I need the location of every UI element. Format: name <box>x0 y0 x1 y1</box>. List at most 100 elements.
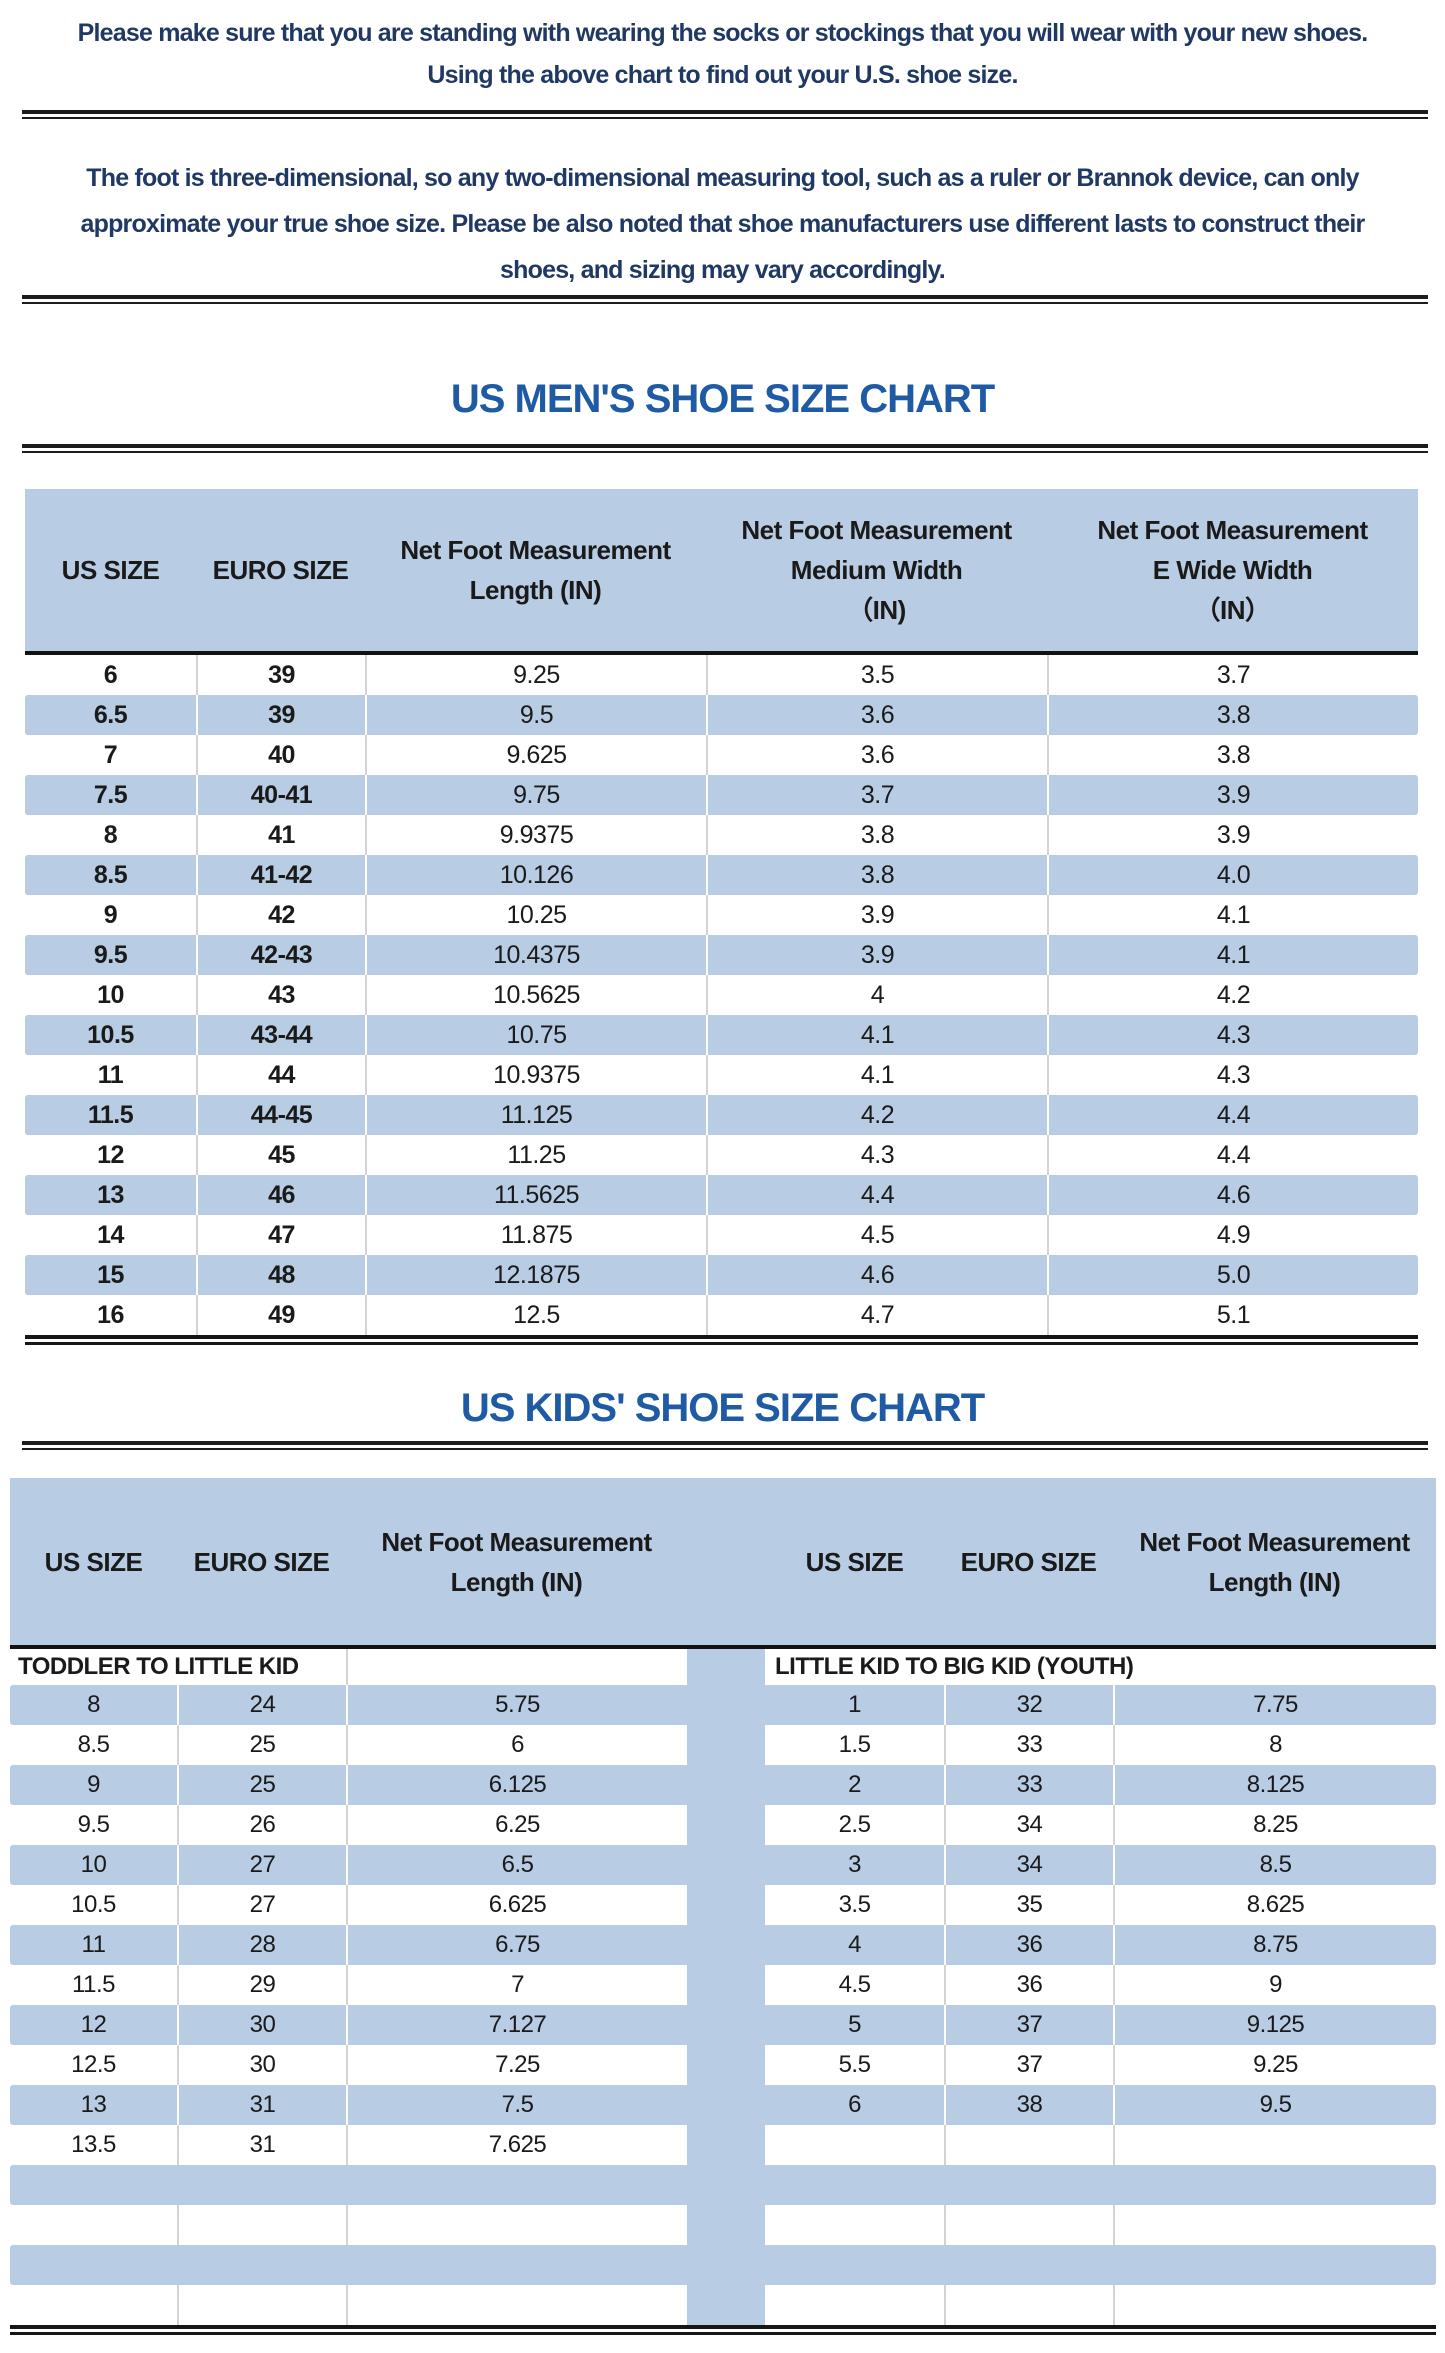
table-row: 7.5 40-41 9.75 3.7 3.9 <box>25 775 1418 815</box>
table-cell: 4.1 <box>1047 935 1418 975</box>
table-gap-cell <box>687 1685 765 1725</box>
table-cell: 8 <box>87 1691 100 1718</box>
table-cell: 12.1875 <box>365 1255 706 1295</box>
table-cell: 4.7 <box>706 1295 1047 1335</box>
table-cell: 4.6 <box>1047 1175 1418 1215</box>
table-cell: 15 <box>97 1261 124 1289</box>
table-cell: 41-42 <box>196 855 365 895</box>
column-header: EURO SIZE <box>944 1478 1113 1645</box>
table-gap-cell <box>687 2085 765 2125</box>
table-cell: 30 <box>177 2045 346 2085</box>
table-cell: 6 <box>346 1725 687 1765</box>
divider-line <box>22 444 1428 453</box>
table-cell: 6 <box>848 2091 861 2118</box>
table-gap-cell <box>687 1478 765 1645</box>
header-line: E Wide Width <box>1152 555 1313 585</box>
note-line: shoes, and sizing may vary accordingly. <box>500 256 946 284</box>
table-cell <box>177 2285 346 2325</box>
header-line: EURO SIZE <box>960 1546 1097 1577</box>
table-cell: 37 <box>944 2045 1113 2085</box>
table-cell: 4.1 <box>706 1055 1047 1095</box>
header-line: Length (IN) <box>450 1566 583 1597</box>
column-header: US SIZE <box>25 489 196 651</box>
table-cell: 9.5 <box>365 695 706 735</box>
table-cell: 5.5 <box>838 2051 871 2078</box>
table-cell: 3.7 <box>1047 655 1418 695</box>
table-row: 10 43 10.5625 4 4.2 <box>25 975 1418 1015</box>
table-cell: 29 <box>177 1965 346 2005</box>
table-cell: 3.9 <box>1047 775 1418 815</box>
table-cell: 4 <box>848 1931 861 1958</box>
table-cell: 12 <box>80 2011 107 2038</box>
table-cell <box>765 2125 944 2165</box>
header-line: Length (IN) <box>469 575 602 605</box>
table-cell: 10.25 <box>365 895 706 935</box>
table-row: 11 44 10.9375 4.1 4.3 <box>25 1055 1418 1095</box>
table-cell: 4.3 <box>706 1135 1047 1175</box>
youth-section-label: LITTLE KID TO BIG KID (YOUTH) <box>775 1653 1134 1680</box>
table-row: 9.5 42-43 10.4375 3.9 4.1 <box>25 935 1418 975</box>
header-line: Net Foot Measurement <box>400 535 671 565</box>
table-row: 11 28 6.75 4 36 8.75 <box>10 1925 1436 1965</box>
table-cell: 43 <box>196 975 365 1015</box>
table-cell: 10.9375 <box>365 1055 706 1095</box>
table-cell: 6 <box>103 661 118 689</box>
table-cell: 10.5625 <box>365 975 706 1015</box>
table-cell: 4.3 <box>1047 1055 1418 1095</box>
table-row: 11.5 44-45 11.125 4.2 4.4 <box>25 1095 1418 1135</box>
table-row: 7 40 9.625 3.6 3.8 <box>25 735 1418 775</box>
table-cell: 49 <box>196 1295 365 1335</box>
table-row: 8 24 5.75 1 32 7.75 <box>10 1685 1436 1725</box>
table-gap-cell <box>687 1725 765 1765</box>
table-cell: 26 <box>177 1805 346 1845</box>
column-header: US SIZE <box>765 1478 944 1645</box>
table-cell: 7.625 <box>346 2125 687 2165</box>
table-cell: 9.625 <box>365 735 706 775</box>
toddler-section-label: TODDLER TO LITTLE KID <box>18 1653 299 1680</box>
note-line: Using the above chart to find out your U… <box>427 61 1018 89</box>
table-gap-cell <box>687 1649 765 1685</box>
column-header: EURO SIZE <box>196 489 365 651</box>
column-header: EURO SIZE <box>177 1478 346 1645</box>
table-cell: 12.5 <box>365 1295 706 1335</box>
table-cell: 4.5 <box>706 1215 1047 1255</box>
table-row: 11.5 29 7 4.5 36 9 <box>10 1965 1436 2005</box>
header-line: （IN) <box>847 595 906 625</box>
header-line: Net Foot Measurement <box>1139 1526 1410 1557</box>
table-cell: 38 <box>944 2085 1113 2125</box>
table-cell: 7 <box>346 1965 687 2005</box>
table-cell: 6.5 <box>346 1845 687 1885</box>
table-cell: 8.25 <box>1113 1805 1436 1845</box>
mens-size-table: US SIZE EURO SIZE Net Foot Measurement Leng… <box>25 489 1418 1345</box>
kids-chart-title: US KIDS' SHOE SIZE CHART <box>460 1386 985 1430</box>
table-gap-cell <box>687 1925 765 1965</box>
table-row: 14 47 11.875 4.5 4.9 <box>25 1215 1418 1255</box>
table-row: 13 46 11.5625 4.4 4.6 <box>25 1175 1418 1215</box>
table-row: 15 48 12.1875 4.6 5.0 <box>25 1255 1418 1295</box>
table-cell: 4.2 <box>1047 975 1418 1015</box>
kids-table-body: 8 24 5.75 1 32 7.75 8.5 25 6 1.5 33 8 9 25 6.125 2 33 8.1… <box>10 1685 1436 2325</box>
table-cell: 8.125 <box>1113 1765 1436 1805</box>
header-line: （IN） <box>1194 595 1271 625</box>
header-line: EURO SIZE <box>193 1546 330 1577</box>
table-row: 9 25 6.125 2 33 8.125 <box>10 1765 1436 1805</box>
table-gap-cell <box>687 2205 765 2245</box>
empty-table-row <box>10 2205 1436 2245</box>
table-cell: 6.75 <box>346 1925 687 1965</box>
note-line: approximate your true shoe size. Please … <box>80 210 1366 238</box>
table-cell: 3.6 <box>706 735 1047 775</box>
table-cell: 9.75 <box>365 775 706 815</box>
table-cell: 4.2 <box>706 1095 1047 1135</box>
table-row: 8 41 9.9375 3.8 3.9 <box>25 815 1418 855</box>
table-cell: 30 <box>177 2005 346 2045</box>
table-cell: 3.8 <box>706 855 1047 895</box>
divider-line <box>22 1441 1428 1450</box>
header-line: Net Foot Measurement <box>381 1526 652 1557</box>
table-cell: 48 <box>196 1255 365 1295</box>
table-cell: 8 <box>1113 1725 1436 1765</box>
table-gap-cell <box>687 1885 765 1925</box>
table-cell: 9 <box>87 1771 100 1798</box>
table-cell: 7.25 <box>346 2045 687 2085</box>
table-row: 10.5 27 6.625 3.5 35 8.625 <box>10 1885 1436 1925</box>
table-cell: 11.25 <box>365 1135 706 1175</box>
